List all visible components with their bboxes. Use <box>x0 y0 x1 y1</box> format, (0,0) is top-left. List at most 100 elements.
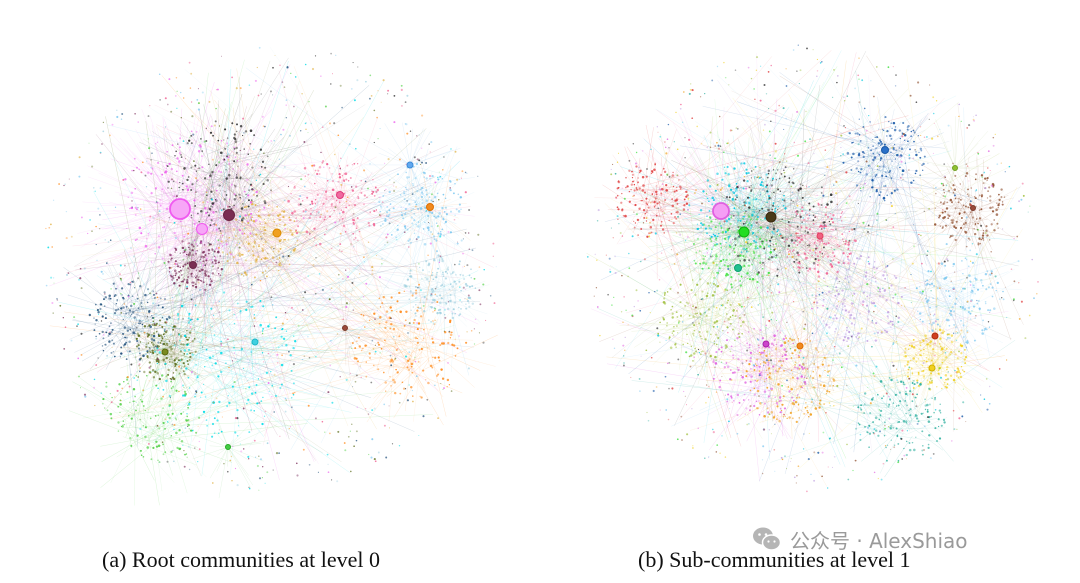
graph-node <box>418 283 420 286</box>
graph-edge <box>374 191 409 223</box>
graph-edge <box>214 99 391 341</box>
graph-edge <box>246 117 364 250</box>
graph-edge <box>139 160 197 190</box>
graph-edge <box>225 214 230 258</box>
graph-edge <box>223 189 266 257</box>
graph-edge <box>260 224 316 260</box>
graph-node <box>263 415 266 417</box>
graph-edge <box>188 228 203 336</box>
graph-node <box>191 351 193 354</box>
graph-node <box>233 204 235 207</box>
graph-node <box>165 321 168 323</box>
graph-edge <box>332 195 356 251</box>
graph-node <box>180 91 182 94</box>
graph-node <box>423 337 425 339</box>
graph-edge <box>201 228 270 296</box>
graph-edge <box>136 415 172 455</box>
graph-node <box>174 368 178 372</box>
graph-node <box>179 137 182 140</box>
graph-node <box>341 106 343 109</box>
graph-node <box>459 273 462 276</box>
graph-node <box>373 458 376 461</box>
graph-node <box>180 349 183 352</box>
graph-node <box>339 212 341 215</box>
graph-node <box>310 200 314 203</box>
graph-node <box>457 193 460 196</box>
graph-node <box>173 342 176 344</box>
graph-node <box>430 306 433 309</box>
graph-node <box>413 212 416 215</box>
graph-node <box>432 320 434 322</box>
graph-node <box>233 322 236 325</box>
graph-edge <box>404 319 416 412</box>
graph-node <box>196 318 199 321</box>
graph-node <box>446 378 450 382</box>
graph-node <box>295 231 299 235</box>
graph-node <box>258 245 260 248</box>
graph-edge <box>228 214 233 319</box>
graph-node <box>58 183 61 185</box>
graph-node <box>205 257 208 260</box>
graph-edge <box>210 214 230 301</box>
graph-edge <box>204 366 321 397</box>
graph-node <box>183 386 185 388</box>
graph-node <box>219 254 222 257</box>
graph-edge <box>141 368 258 437</box>
graph-node <box>104 305 106 307</box>
graph-node <box>323 233 326 236</box>
graph-edge <box>242 174 290 213</box>
graph-node <box>436 271 438 274</box>
graph-edge <box>252 180 300 243</box>
graph-edge <box>80 177 208 248</box>
graph-node <box>175 77 178 79</box>
graph-node <box>313 227 316 231</box>
graph-node <box>183 449 185 452</box>
graph-node <box>147 326 149 328</box>
graph-edge <box>261 243 319 347</box>
graph-node <box>199 241 202 245</box>
graph-edge <box>298 198 341 253</box>
graph-edge <box>126 362 134 426</box>
graph-edge <box>105 331 126 370</box>
graph-node <box>199 270 201 273</box>
graph-node <box>385 456 388 459</box>
graph-node <box>304 210 307 213</box>
graph-node <box>238 193 241 196</box>
graph-node <box>364 407 367 410</box>
graph-edge <box>228 214 291 297</box>
graph-node <box>194 393 197 395</box>
graph-node <box>203 366 206 368</box>
graph-node <box>437 178 440 181</box>
graph-node <box>389 354 392 357</box>
graph-node <box>182 370 185 372</box>
graph-node <box>106 409 109 412</box>
graph-node <box>357 66 359 68</box>
graph-edge <box>156 193 223 197</box>
graph-node <box>371 409 374 412</box>
graph-node <box>197 108 200 111</box>
graph-node <box>194 276 197 279</box>
graph-node <box>419 266 421 269</box>
graph-edge <box>428 146 458 216</box>
graph-node <box>234 417 237 420</box>
graph-edge <box>99 266 137 307</box>
graph-edge <box>219 192 263 208</box>
graph-node <box>261 271 264 274</box>
graph-edge <box>148 369 204 441</box>
graph-node <box>439 344 442 347</box>
graph-node <box>370 95 373 97</box>
graph-node <box>125 336 128 339</box>
graph-node <box>265 264 268 267</box>
graph-node <box>162 388 165 391</box>
graph-node <box>211 206 214 208</box>
graph-node <box>299 195 302 198</box>
graph-node <box>308 101 310 103</box>
graph-node <box>194 250 197 253</box>
graph-node <box>213 251 215 253</box>
graph-node <box>89 218 92 221</box>
graph-node <box>172 275 174 277</box>
graph-edge <box>156 161 230 204</box>
graph-edge <box>110 228 203 287</box>
graph-node <box>215 164 218 167</box>
graph-node <box>437 215 440 218</box>
